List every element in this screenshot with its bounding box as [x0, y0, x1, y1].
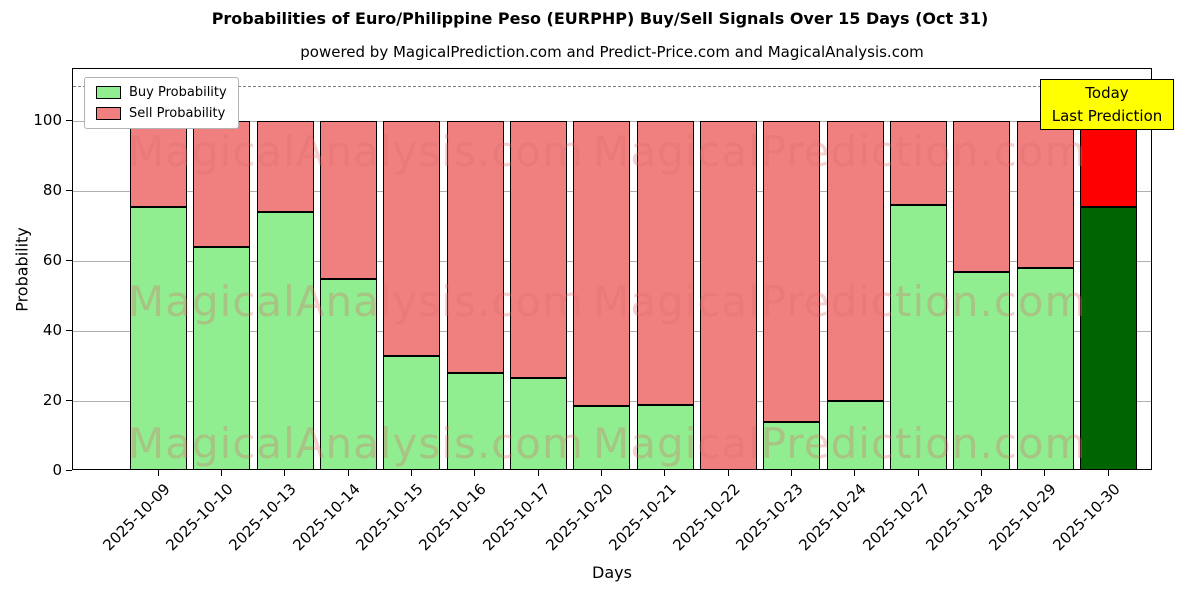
x-tick-mark [727, 470, 729, 476]
y-tick-mark [66, 470, 72, 471]
bar-sell-segment [1016, 121, 1074, 269]
bar-buy-segment [193, 247, 251, 469]
bar-sell-segment [890, 121, 948, 206]
y-tick-label: 0 [52, 461, 62, 479]
x-tick-mark [284, 470, 286, 476]
x-tick-mark [980, 470, 982, 476]
bar-sell-segment [953, 121, 1011, 272]
sell-legend-swatch [96, 107, 121, 120]
y-tick-label: 100 [33, 111, 62, 130]
x-tick-mark [220, 470, 222, 476]
x-tick-mark [1107, 470, 1109, 476]
bar-buy-segment [1016, 268, 1074, 469]
bar-buy-segment [573, 406, 631, 469]
bar-sell-segment [1080, 121, 1138, 208]
legend-row-buy: Buy Probability [96, 85, 227, 100]
x-tick-mark [790, 470, 792, 476]
watermark-text: MagicalAnalysis.com [128, 419, 584, 468]
x-tick-mark [600, 470, 602, 476]
watermark-text: MagicalAnalysis.com [128, 127, 584, 176]
bar-buy-segment [953, 271, 1011, 469]
bar-sell-segment [446, 121, 504, 374]
bar-buy-segment [256, 212, 314, 469]
y-axis-label: Probability [12, 227, 32, 312]
bar-sell-segment [383, 121, 441, 356]
x-tick-mark [347, 470, 349, 476]
dashed-threshold-line [73, 86, 1151, 88]
bar-sell-segment [573, 121, 631, 407]
bar-buy-segment [1080, 207, 1138, 469]
x-tick-mark [474, 470, 476, 476]
x-tick-mark [854, 470, 856, 476]
y-tick-label: 20 [42, 391, 62, 410]
buy-legend-swatch [96, 86, 121, 99]
chart-subtitle: powered by MagicalPrediction.com and Pre… [300, 43, 924, 61]
bar-buy-segment [636, 404, 694, 469]
bar-buy-segment [826, 401, 884, 469]
watermark-text: MagicalPrediction.com [593, 419, 1087, 468]
bar-sell-segment [636, 121, 694, 405]
x-tick-mark [537, 470, 539, 476]
x-tick-mark [917, 470, 919, 476]
bar-sell-segment [826, 121, 884, 402]
watermark-text: MagicalPrediction.com [593, 127, 1087, 176]
bar-sell-segment [256, 121, 314, 213]
x-tick-mark [157, 470, 159, 476]
x-tick-mark [410, 470, 412, 476]
sell-legend-label: Sell Probability [129, 106, 226, 121]
bar-sell-segment [763, 121, 821, 423]
bar-buy-segment [383, 355, 441, 469]
today-annotation-line1: Today [1085, 84, 1129, 102]
bar-sell-segment [193, 121, 251, 248]
bar-buy-segment [890, 205, 948, 469]
bar-sell-segment [510, 121, 568, 379]
chart-title: Probabilities of Euro/Philippine Peso (E… [211, 9, 989, 28]
today-annotation-line2: Last Prediction [1051, 106, 1163, 125]
bar-sell-segment [320, 121, 378, 279]
buy-legend-label: Buy Probability [129, 85, 227, 100]
watermark-text: MagicalPrediction.com [593, 277, 1087, 326]
today-annotation: Today Last Prediction [1040, 79, 1174, 130]
legend-row-sell: Sell Probability [96, 106, 227, 121]
x-tick-mark [1044, 470, 1046, 476]
bar-buy-segment [763, 422, 821, 469]
bar-buy-segment [130, 207, 187, 469]
x-tick-mark [664, 470, 666, 476]
plot-area: MagicalAnalysis.com MagicalPrediction.com… [72, 68, 1152, 470]
bar-buy-segment [320, 278, 378, 469]
bar-sell-segment [130, 121, 187, 208]
bar-buy-segment [446, 373, 504, 469]
y-tick-label: 80 [42, 181, 62, 200]
watermark-text: MagicalAnalysis.com [128, 277, 584, 326]
bar-buy-segment [510, 378, 568, 469]
bar-sell-segment [700, 121, 758, 469]
legend: Buy Probability Sell Probability [84, 77, 239, 129]
x-axis-label: Days [592, 563, 632, 582]
